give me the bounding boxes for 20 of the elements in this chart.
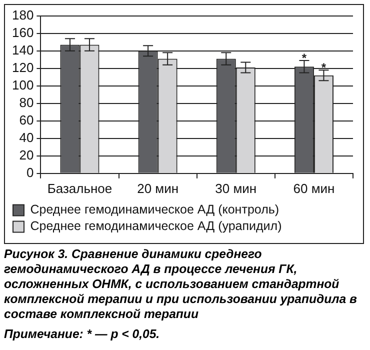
y-tick-label: 40 xyxy=(19,130,34,145)
x-tick-label: 60 мин xyxy=(293,180,335,196)
y-tick-label: 160 xyxy=(12,24,34,40)
annotation: * xyxy=(321,60,326,74)
y-tick-label: 60 xyxy=(19,112,34,128)
legend-label: Среднее гемодинамическое АД (контроль) xyxy=(30,202,280,217)
y-tick-label: 140 xyxy=(12,42,34,58)
y-tick-label: 100 xyxy=(12,77,34,92)
y-tick-label: 120 xyxy=(12,60,34,75)
y-tick-label: 80 xyxy=(19,94,34,110)
legend-label: Среднее гемодинамическое АД (урапидил) xyxy=(30,219,282,234)
y-tick-label: 0 xyxy=(26,164,34,180)
text: Примечание: * — p < 0,05. xyxy=(4,327,160,341)
y-tick-label: 180 xyxy=(12,7,34,22)
x-tick-label: 30 мин xyxy=(215,180,257,196)
annotation: * xyxy=(302,50,307,65)
y-tick-label: 20 xyxy=(19,147,34,162)
x-tick-label: Базальное xyxy=(47,180,112,196)
text: Рисунок 3. Сравнение динамики среднего гемодинамического АД в процессе лечения ГК, осложненных ОНМК, с использованием стандартной комплексной терапии и при использовании урапидила в составе комплексной терапии xyxy=(4,247,358,322)
x-tick-label: 20 мин xyxy=(137,180,179,196)
